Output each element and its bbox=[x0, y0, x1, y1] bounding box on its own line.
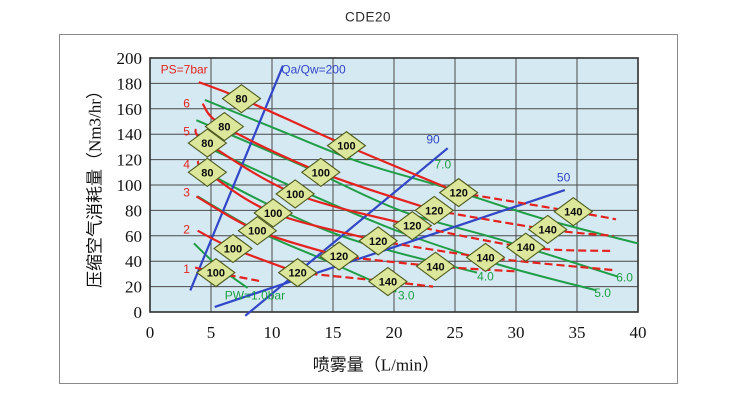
red-series-label: 1 bbox=[183, 262, 190, 276]
red-series-label: PS=7bar bbox=[161, 62, 208, 76]
marker-diamond bbox=[414, 195, 455, 226]
marker-diamond bbox=[319, 241, 360, 271]
marker-label: 80 bbox=[201, 138, 213, 150]
marker-diamond bbox=[392, 210, 433, 241]
marker-label: 100 bbox=[264, 208, 282, 220]
marker-diamond bbox=[277, 257, 318, 288]
y-tick-label: 180 bbox=[117, 74, 143, 93]
marker-label: 100 bbox=[224, 244, 242, 256]
plot-border bbox=[149, 57, 639, 313]
x-tick-label: 15 bbox=[325, 323, 342, 342]
x-tick-label: 10 bbox=[264, 323, 281, 342]
marker-diamond bbox=[553, 196, 594, 227]
red-curve-PS5bar bbox=[194, 128, 413, 227]
y-tick-label: 60 bbox=[125, 227, 142, 246]
y-tick-label: 140 bbox=[117, 125, 143, 144]
green-curve-PW6.0bar bbox=[196, 119, 618, 278]
red-series-label: 3 bbox=[183, 186, 190, 200]
blue-line-QaQw200 bbox=[189, 65, 285, 291]
chart-title: CDE20 bbox=[344, 9, 392, 25]
marker-label: 120 bbox=[425, 205, 443, 217]
red-curve-PS7bar bbox=[198, 81, 460, 194]
green-series-label: 4.0 bbox=[477, 269, 494, 283]
marker-label: 80 bbox=[218, 122, 230, 134]
marker-label: 120 bbox=[403, 221, 421, 233]
marker-label: 140 bbox=[564, 207, 582, 219]
marker-diamond bbox=[213, 233, 253, 264]
marker-label: 120 bbox=[330, 251, 348, 263]
marker-label: 100 bbox=[207, 268, 225, 280]
marker-diamond bbox=[358, 226, 399, 256]
marker-diamond bbox=[326, 130, 367, 161]
marker-label: 80 bbox=[235, 94, 247, 106]
green-series-label: 3.0 bbox=[398, 288, 415, 302]
y-tick-label: 200 bbox=[117, 49, 143, 68]
x-tick-label: 35 bbox=[569, 323, 586, 342]
marker-diamond bbox=[465, 242, 506, 273]
marker-diamond bbox=[221, 83, 262, 114]
marker-label: 140 bbox=[517, 242, 535, 254]
y-tick-label: 40 bbox=[125, 252, 142, 271]
marker-diamond bbox=[505, 232, 546, 262]
marker-label: 80 bbox=[201, 167, 213, 179]
red-series-label: 5 bbox=[183, 125, 190, 139]
red-curve-PS6bar bbox=[201, 102, 435, 212]
red-series-label: 2 bbox=[183, 222, 190, 236]
marker-diamond bbox=[187, 128, 228, 158]
marker-diamond bbox=[438, 177, 479, 208]
green-series-label: PW=1.0bar bbox=[225, 288, 285, 302]
marker-diamond bbox=[187, 157, 228, 187]
y-tick-label: 160 bbox=[117, 100, 143, 119]
marker-diamond bbox=[253, 198, 294, 228]
marker-diamond bbox=[275, 179, 316, 209]
marker-diamond bbox=[415, 251, 456, 281]
marker-label: 140 bbox=[476, 252, 494, 264]
blue-line-label: 50 bbox=[557, 170, 571, 184]
red-series-label: 6 bbox=[183, 97, 190, 111]
marker-diamond bbox=[204, 111, 245, 142]
green-series-label: 5.0 bbox=[594, 286, 611, 300]
x-tick-label: 40 bbox=[630, 323, 647, 342]
marker-label: 140 bbox=[379, 277, 397, 289]
x-tick-label: 5 bbox=[207, 323, 216, 342]
green-series-label: 7.0 bbox=[434, 158, 451, 172]
marker-diamond bbox=[527, 214, 568, 245]
marker-label: 120 bbox=[369, 236, 387, 248]
x-tick-label: 0 bbox=[146, 323, 155, 342]
green-curve-PW5.0bar bbox=[200, 143, 597, 292]
marker-label: 100 bbox=[248, 226, 266, 238]
marker-label: 120 bbox=[288, 268, 306, 280]
x-tick-label: 20 bbox=[386, 323, 403, 342]
marker-label: 100 bbox=[337, 141, 355, 153]
green-series-label: 6.0 bbox=[616, 271, 633, 285]
marker-diamond bbox=[195, 257, 236, 288]
blue-line-label: 90 bbox=[426, 132, 440, 146]
blue-line-50 bbox=[214, 189, 566, 308]
marker-diamond bbox=[237, 216, 278, 246]
marker-diamond bbox=[367, 266, 408, 297]
x-axis-title: 喷雾量（L/min） bbox=[312, 355, 440, 375]
y-axis-title: 压缩空气消耗量（Nm3/hr） bbox=[85, 82, 105, 288]
x-tick-label: 25 bbox=[447, 323, 464, 342]
marker-label: 100 bbox=[286, 189, 304, 201]
marker-label: 100 bbox=[312, 167, 330, 179]
marker-label: 140 bbox=[426, 261, 444, 273]
red-series-label: 4 bbox=[183, 158, 190, 172]
y-tick-label: 120 bbox=[117, 151, 143, 170]
marker-diamond bbox=[300, 157, 341, 187]
y-tick-label: 20 bbox=[125, 278, 142, 297]
y-tick-label: 80 bbox=[125, 201, 142, 220]
x-tick-label: 30 bbox=[508, 323, 525, 342]
marker-label: 140 bbox=[539, 224, 557, 236]
marker-label: 120 bbox=[449, 188, 467, 200]
blue-line-90 bbox=[244, 147, 449, 317]
y-tick-label: 0 bbox=[134, 303, 143, 322]
blue-line-label: Qa/Qw=200 bbox=[281, 62, 346, 76]
y-tick-label: 100 bbox=[117, 176, 143, 195]
